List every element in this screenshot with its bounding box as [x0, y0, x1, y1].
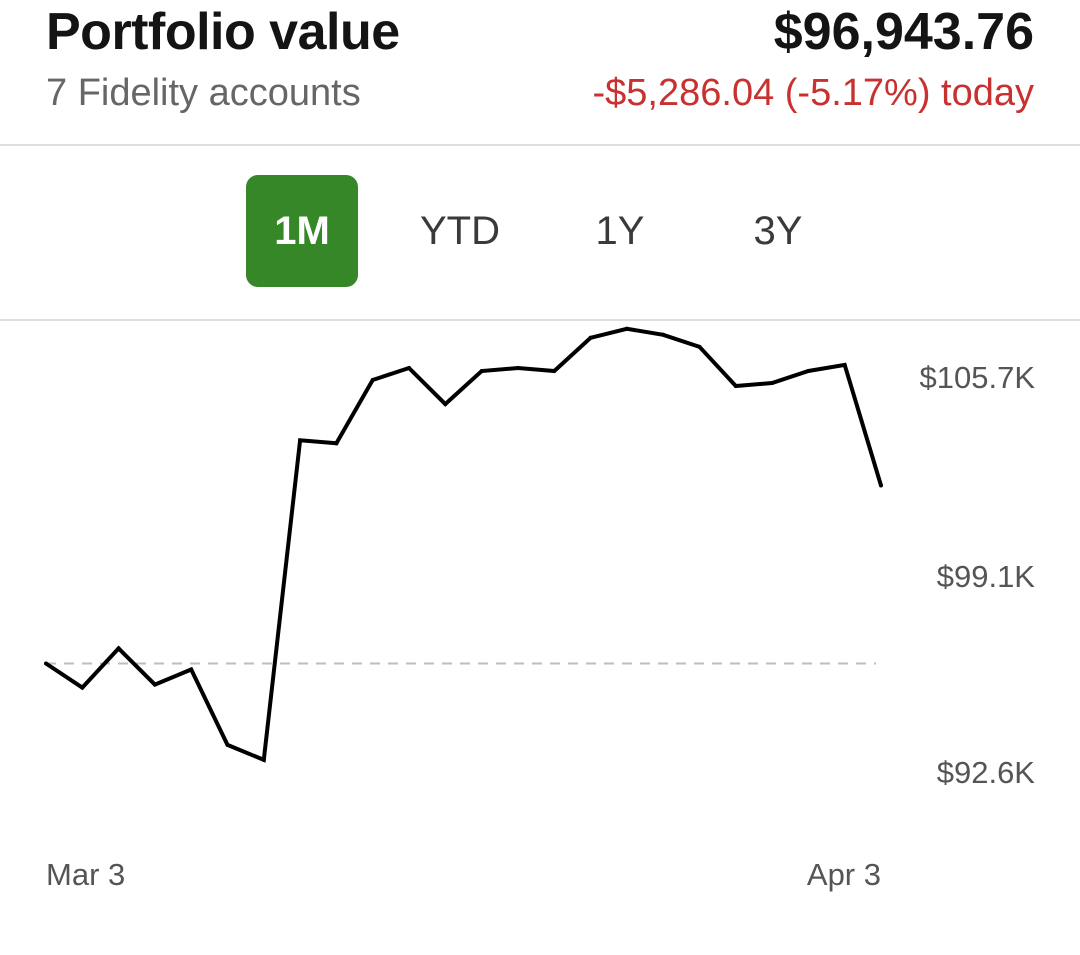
data-point	[842, 362, 847, 367]
portfolio-total-value: $96,943.76	[773, 3, 1034, 61]
y-tick-label-low: $92.6K	[937, 755, 1036, 790]
tabs-divider	[0, 319, 1080, 321]
data-point	[80, 685, 85, 690]
page-title: Portfolio value	[46, 3, 400, 61]
data-point	[443, 402, 448, 407]
portfolio-header: Portfolio value 7 Fidelity accounts $96,…	[0, 0, 1080, 144]
header-divider	[0, 144, 1080, 146]
x-tick-label-start: Mar 3	[46, 857, 125, 892]
tab-ytd[interactable]: YTD	[420, 209, 500, 253]
data-point	[770, 381, 775, 386]
portfolio-value-line	[44, 326, 883, 763]
tab-1m[interactable]: 1M	[246, 175, 358, 287]
data-point	[152, 682, 157, 687]
time-range-selector: 1M YTD 1Y 3Y	[0, 146, 1080, 320]
data-point	[479, 368, 484, 373]
y-tick-label-high: $105.7K	[920, 360, 1036, 395]
data-point	[298, 438, 303, 443]
data-point	[879, 483, 883, 488]
daily-change: -$5,286.04 (-5.17%) today	[592, 72, 1035, 114]
data-point	[261, 757, 266, 762]
tab-3y[interactable]: 3Y	[753, 209, 803, 253]
data-point	[44, 661, 48, 666]
y-tick-label-mid: $99.1K	[937, 559, 1036, 594]
data-point	[225, 742, 230, 747]
data-point	[624, 326, 629, 331]
data-point	[697, 344, 702, 349]
tab-1y[interactable]: 1Y	[595, 209, 645, 253]
data-point	[661, 332, 666, 337]
data-point	[334, 441, 339, 446]
accounts-count[interactable]: 7 Fidelity accounts	[46, 72, 361, 114]
data-point	[515, 365, 520, 370]
data-point	[733, 384, 738, 389]
data-point	[552, 368, 557, 373]
x-tick-label-end: Apr 3	[807, 857, 881, 892]
data-point	[116, 646, 121, 651]
data-point	[806, 368, 811, 373]
data-point	[370, 378, 375, 383]
data-point	[588, 335, 593, 340]
data-point	[189, 667, 194, 672]
data-point	[407, 365, 412, 370]
